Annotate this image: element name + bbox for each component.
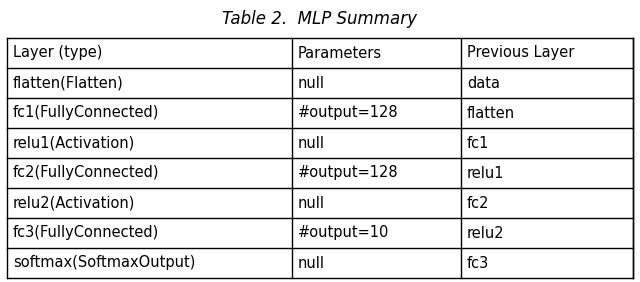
Text: #output=128: #output=128 [298, 105, 399, 120]
Text: fc2(FullyConnected): fc2(FullyConnected) [13, 166, 159, 180]
Text: fc1: fc1 [467, 135, 489, 151]
Text: null: null [298, 76, 325, 91]
Text: fc3(FullyConnected): fc3(FullyConnected) [13, 226, 159, 241]
Text: Parameters: Parameters [298, 45, 382, 61]
Text: relu1(Activation): relu1(Activation) [13, 135, 135, 151]
Text: #output=128: #output=128 [298, 166, 399, 180]
Text: fc3: fc3 [467, 255, 489, 270]
Text: softmax(SoftmaxOutput): softmax(SoftmaxOutput) [13, 255, 195, 270]
Text: flatten: flatten [467, 105, 515, 120]
Text: Previous Layer: Previous Layer [467, 45, 574, 61]
Text: Layer (type): Layer (type) [13, 45, 102, 61]
Text: null: null [298, 195, 325, 210]
Text: flatten(Flatten): flatten(Flatten) [13, 76, 124, 91]
Text: relu2(Activation): relu2(Activation) [13, 195, 136, 210]
Text: fc1(FullyConnected): fc1(FullyConnected) [13, 105, 159, 120]
Text: #output=10: #output=10 [298, 226, 389, 241]
Text: null: null [298, 135, 325, 151]
Text: Table 2.  MLP Summary: Table 2. MLP Summary [223, 10, 417, 28]
Text: data: data [467, 76, 500, 91]
Text: fc2: fc2 [467, 195, 490, 210]
Text: relu1: relu1 [467, 166, 504, 180]
Text: relu2: relu2 [467, 226, 504, 241]
Text: null: null [298, 255, 325, 270]
